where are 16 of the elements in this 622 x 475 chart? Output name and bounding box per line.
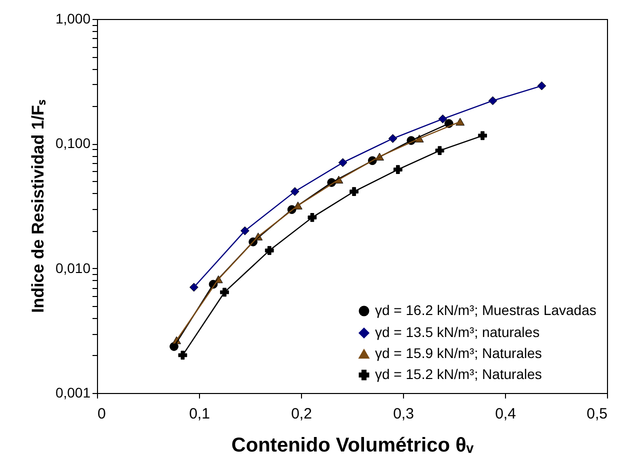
legend-label: γd = 16.2 kN/m³; Muestras Lavadas xyxy=(375,302,596,318)
x-tick-label: 0,2 xyxy=(291,406,312,422)
y-tick-label: 1,000 xyxy=(55,10,91,26)
x-tick-label: 0,3 xyxy=(393,406,414,422)
y-axis-title: Indice de Resistividad 1/Fₛ xyxy=(28,99,48,313)
x-tick-label: 0,1 xyxy=(189,406,210,422)
x-axis-title: Contenido Volumétrico θᵥ xyxy=(231,434,474,456)
legend-label: γd = 15.9 kN/m³; Naturales xyxy=(375,345,542,361)
x-tick-label: 0,5 xyxy=(586,406,608,422)
y-tick-label: 0,001 xyxy=(55,384,91,400)
y-tick-label: 0,010 xyxy=(55,260,91,276)
x-tick-label: 0,4 xyxy=(495,406,516,422)
legend-label: γd = 13.5 kN/m³; naturales xyxy=(375,324,540,340)
legend-label: γd = 15.2 kN/m³; Naturales xyxy=(375,366,542,382)
y-tick-label: 0,100 xyxy=(55,135,91,152)
x-tick-label: 0 xyxy=(98,406,106,422)
